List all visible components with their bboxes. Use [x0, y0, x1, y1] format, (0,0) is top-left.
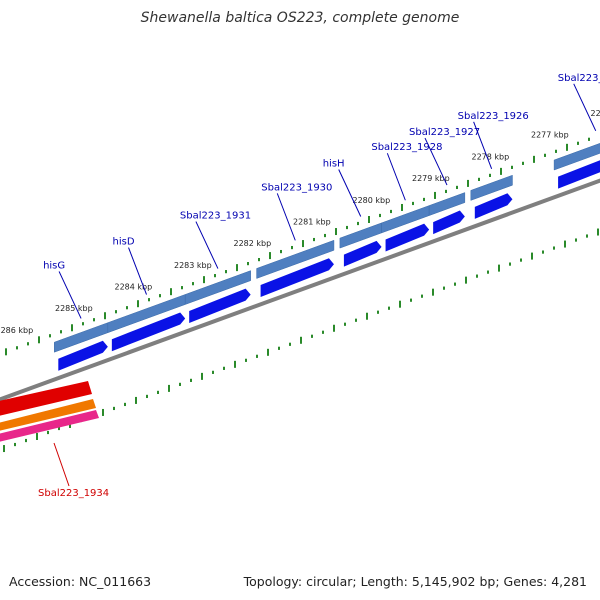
scale-label: 2278 kbp — [472, 152, 510, 161]
scale-label: 2285 kbp — [55, 304, 93, 313]
gene-label[interactable]: Sbal223_1926 — [458, 111, 529, 122]
gene-label[interactable]: Sbal223_1930 — [261, 182, 332, 193]
genome-summary: Topology: circular; Length: 5,145,902 bp… — [243, 574, 587, 589]
gene-label[interactable]: hisG — [43, 260, 65, 271]
cds-arrow[interactable] — [343, 240, 382, 267]
genome-backbone — [0, 178, 600, 402]
cds-arrow[interactable] — [189, 288, 251, 324]
label-leader-line — [573, 83, 597, 132]
cds-arrow[interactable] — [58, 340, 108, 371]
label-leader-line — [128, 247, 147, 295]
scale-label: 2277 kbp — [531, 131, 569, 140]
gene-label[interactable]: Sbal223_1927 — [409, 127, 480, 138]
accession-label: Accession: NC_011663 — [9, 574, 152, 589]
gene-feature[interactable] — [256, 239, 335, 279]
gene-feature[interactable] — [184, 270, 251, 305]
reverse-gene-red[interactable] — [0, 381, 92, 418]
reverse-gene-pink[interactable] — [0, 410, 99, 444]
scale-label: 2283 kbp — [174, 261, 212, 270]
gene-feature[interactable] — [428, 192, 466, 216]
cds-arrow[interactable] — [260, 258, 334, 298]
label-leader-line — [473, 121, 493, 169]
cds-arrow[interactable] — [433, 210, 465, 235]
gc-skew-ticks-inner — [3, 228, 599, 453]
scale-label: 2281 kbp — [293, 217, 331, 226]
label-leader-line — [276, 193, 296, 241]
cds-arrow[interactable] — [474, 193, 513, 219]
reverse-genes: Sbal223_1934 — [0, 381, 109, 499]
label-leader-line — [386, 153, 406, 201]
cds-arrow[interactable] — [385, 223, 430, 252]
gene-label[interactable]: hisH — [323, 159, 345, 170]
genome-title: Shewanella baltica OS223, complete genom… — [140, 10, 460, 26]
cds-arrow[interactable] — [558, 148, 600, 189]
cds-arrow[interactable] — [111, 312, 186, 352]
forward-genes: hisG hisD Sbal223_1931 Sbal223_1930 hisH Sbal… — [43, 73, 600, 371]
label-leader-line — [424, 137, 448, 186]
gene-feature[interactable] — [470, 174, 513, 201]
gene-label[interactable]: Sbal223_1931 — [180, 211, 251, 222]
reverse-gene-orange[interactable] — [0, 399, 96, 433]
gene-label[interactable]: hisD — [113, 237, 135, 248]
scale-label: 2286 kbp — [0, 326, 33, 335]
scale-label: 2279 kbp — [412, 174, 450, 183]
label-leader-line — [58, 271, 82, 319]
label-leader-line — [338, 169, 362, 217]
gc-skew-ticks-outer — [5, 137, 590, 356]
gene-feature[interactable] — [553, 130, 600, 171]
scale-label: 2280 kbp — [353, 196, 391, 205]
gene-label[interactable]: Sbal223_1925 — [558, 73, 600, 84]
scale-label: 2282 kbp — [234, 239, 272, 248]
scale-label: 2284 kbp — [115, 283, 153, 292]
gene-label[interactable]: Sbal223_1928 — [371, 142, 442, 153]
gene-label-sbal223-1934[interactable]: Sbal223_1934 — [38, 488, 109, 499]
label-leader-line — [53, 442, 70, 487]
scale-label: 2276 kbp — [591, 109, 600, 118]
label-leader-line — [195, 221, 219, 269]
